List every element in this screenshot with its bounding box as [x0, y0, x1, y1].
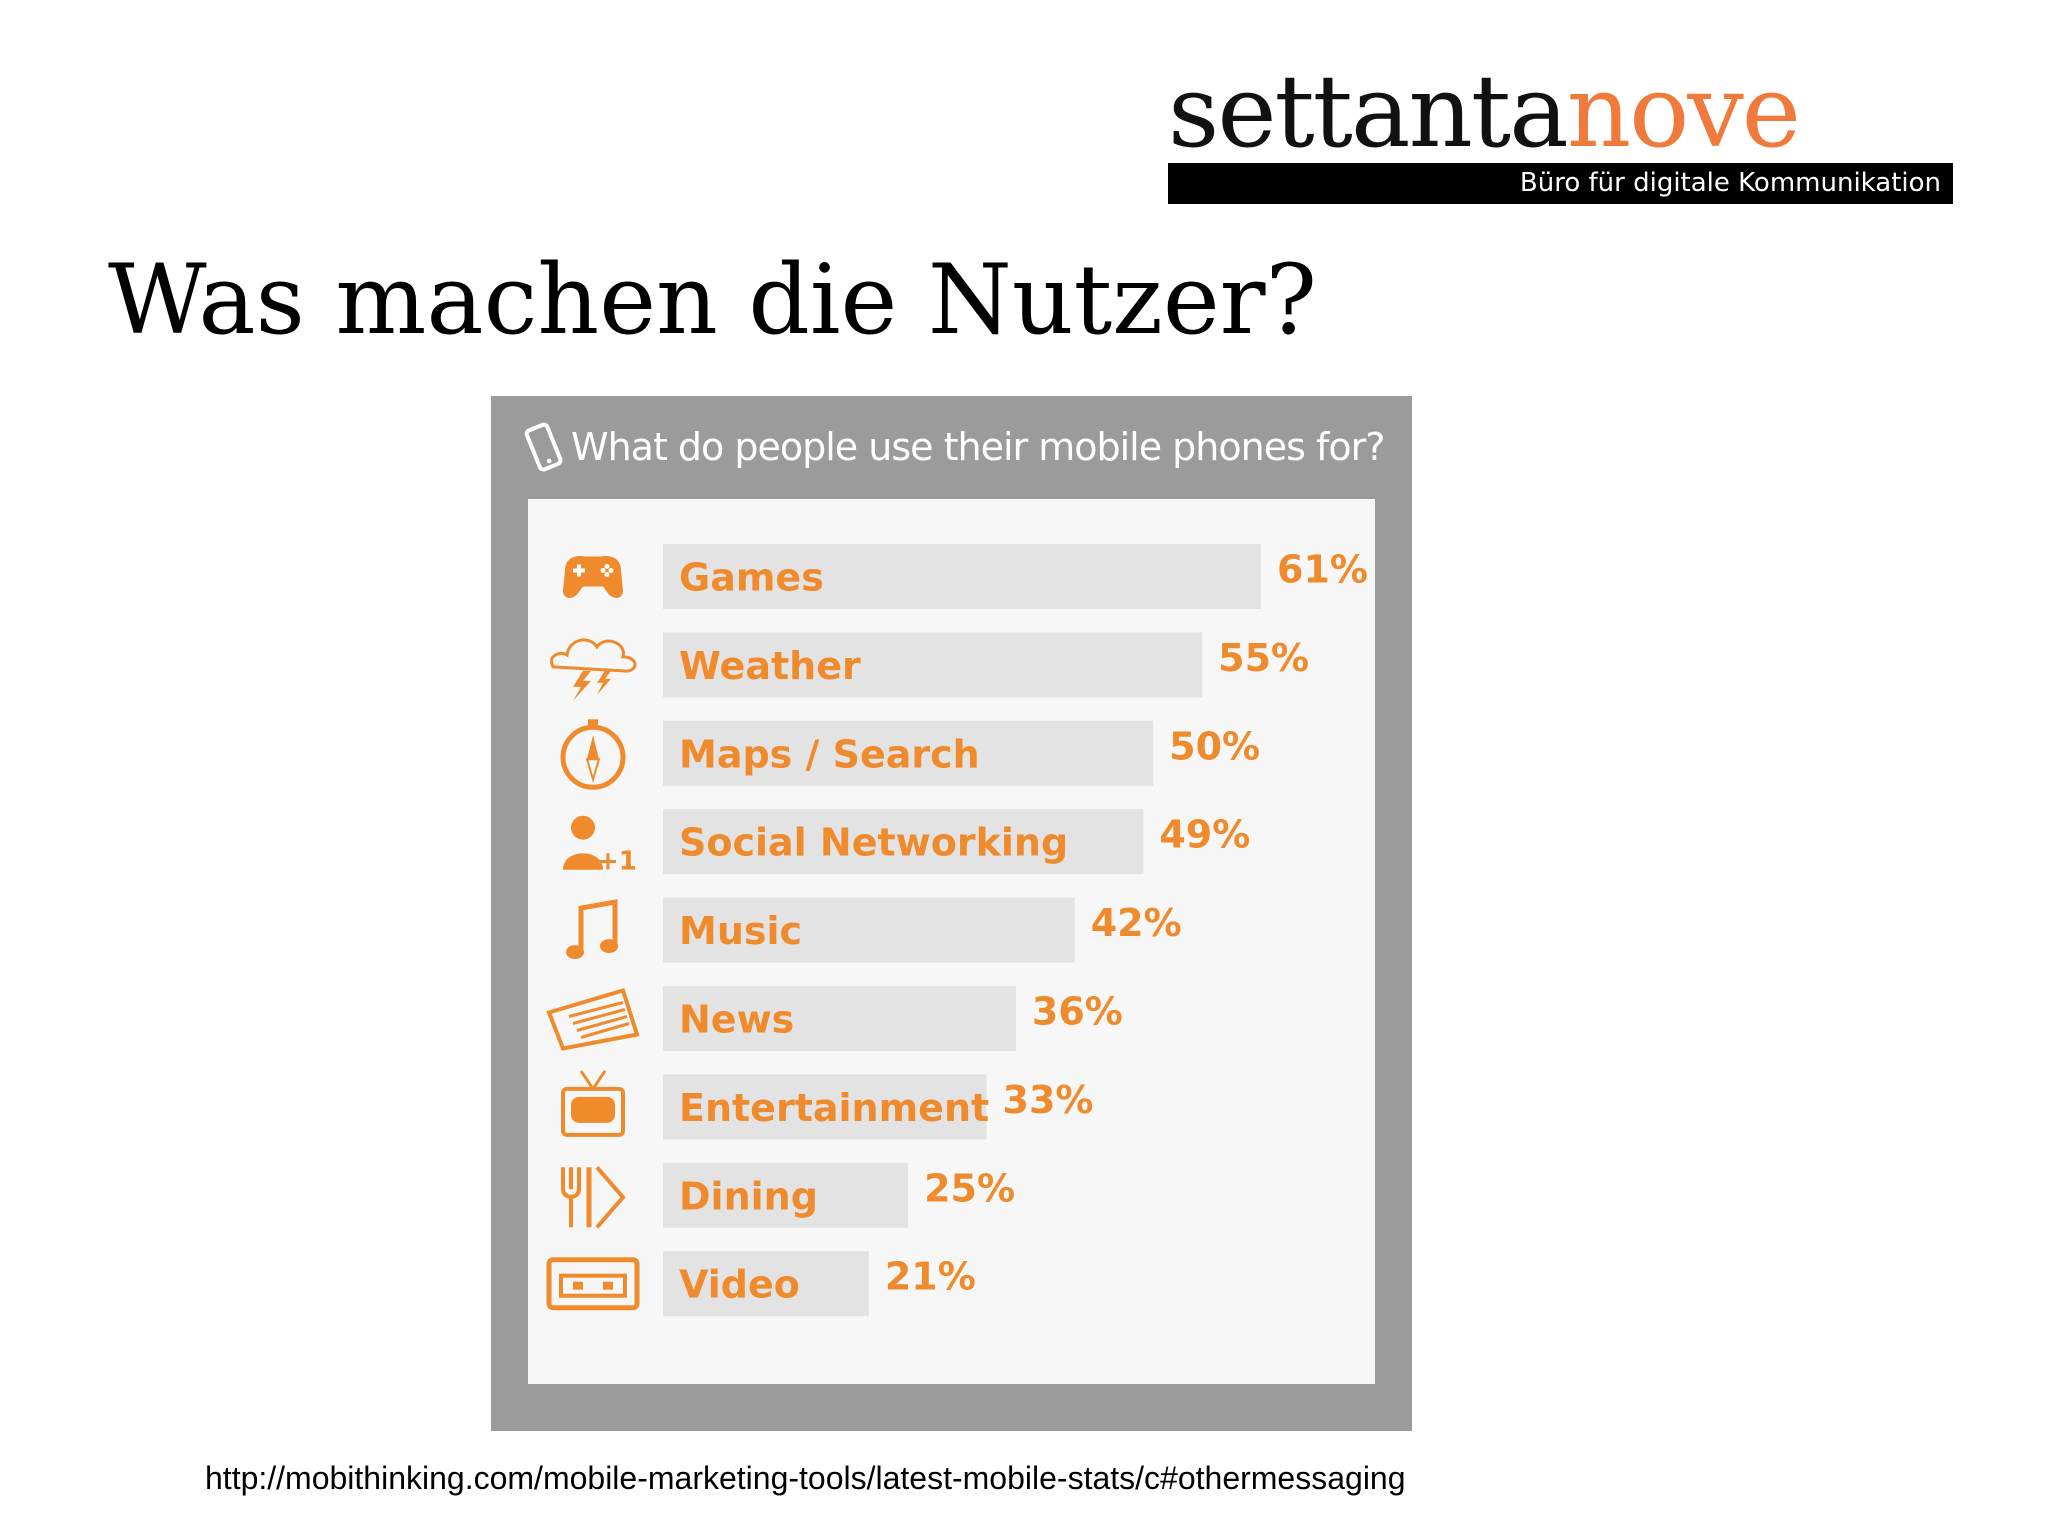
source-url: http://mobithinking.com/mobile-marketing…	[205, 1460, 1406, 1496]
bar-3	[663, 809, 1144, 875]
chart-title: What do people use their mobile phones f…	[571, 425, 1385, 469]
logo-word-accent: nove	[1566, 53, 1801, 170]
chart-plot-area: Games 61% Weather 55% Maps / Search 50% +1 Soci…	[528, 499, 1375, 1384]
bar-category-label: Music	[679, 909, 802, 953]
bar-category-label: Weather	[679, 644, 861, 688]
bar-value-label: 50%	[1169, 724, 1260, 768]
bar-value-label: 61%	[1277, 548, 1368, 592]
logo-tagline: Büro für digitale Kommunikation	[1519, 168, 1941, 198]
bar-value-label: 55%	[1218, 636, 1309, 680]
bar-category-label: Social Networking	[679, 821, 1068, 865]
bar-value-label: 21%	[885, 1255, 976, 1299]
logo-word-main: settanta	[1168, 53, 1569, 170]
bar-category-label: Video	[679, 1263, 800, 1307]
mobile-phone-icon	[524, 422, 563, 472]
bar-value-label: 49%	[1159, 813, 1250, 857]
bar-4	[663, 897, 1075, 963]
bar-1	[663, 632, 1203, 698]
bar-category-label: Maps / Search	[679, 732, 980, 776]
gamepad-icon	[563, 556, 623, 598]
bar-value-label: 42%	[1091, 901, 1182, 945]
slide-title: Was machen die Nutzer?	[108, 244, 1317, 356]
bar-category-label: Games	[679, 556, 824, 600]
bar-chart: Games 61% Weather 55% Maps / Search 50% +1 Soci…	[546, 544, 1368, 1317]
user-plus-one-icon: +1	[563, 815, 637, 877]
bar-value-label: 25%	[924, 1166, 1015, 1210]
logo-tagline-bar: Büro für digitale Kommunikation	[1168, 163, 1953, 204]
bar-value-label: 33%	[1003, 1078, 1094, 1122]
bar-category-label: News	[679, 998, 794, 1042]
bar-category-label: Entertainment	[679, 1086, 989, 1130]
bar-8	[663, 1251, 869, 1317]
weather-storm-icon	[550, 638, 637, 701]
svg-text:+1: +1	[597, 847, 637, 877]
bar-2	[663, 720, 1154, 786]
logo-wordmark: settantanove	[1168, 58, 1801, 166]
dining-icon	[561, 1165, 626, 1229]
chart-header: What do people use their mobile phones f…	[521, 406, 1412, 488]
brand-logo: settantanove Büro für digitale Kommunika…	[1168, 58, 1953, 206]
video-cassette-icon	[546, 1257, 640, 1311]
bar-value-label: 36%	[1032, 990, 1123, 1034]
bar-5	[663, 986, 1016, 1051]
chart-panel: What do people use their mobile phones f…	[491, 396, 1412, 1431]
compass-icon	[560, 719, 626, 790]
bar-7	[663, 1162, 909, 1228]
bar-category-label: Dining	[679, 1174, 818, 1218]
music-note-icon	[566, 899, 618, 960]
bar-0	[663, 544, 1261, 609]
newspaper-icon	[546, 988, 640, 1051]
tv-icon	[561, 1070, 625, 1137]
bar-6	[663, 1074, 987, 1140]
